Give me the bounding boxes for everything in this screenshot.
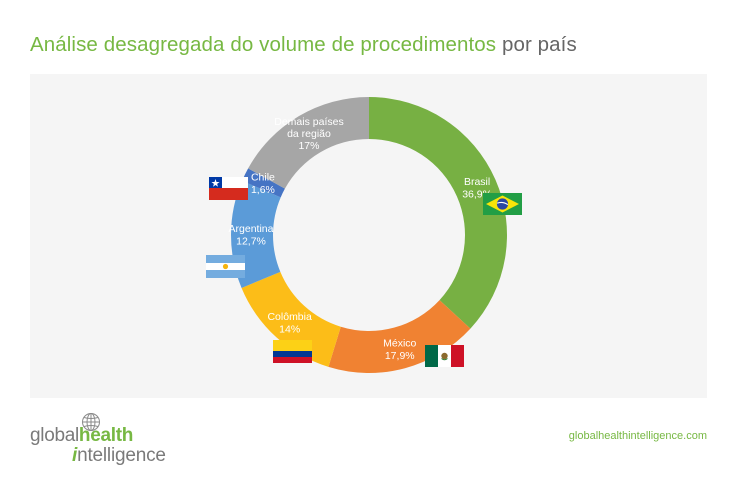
- logo-global: global: [30, 425, 79, 446]
- label-argentina: Argentina 12,7%: [229, 223, 274, 248]
- mexico-flag-icon: [425, 345, 464, 367]
- slice-brasil: [369, 97, 507, 329]
- slice-demais-paises-da-regiao: [248, 96, 369, 189]
- logo: globalhealth intelligence: [30, 412, 180, 467]
- slice-colombia: [241, 271, 341, 367]
- label-chile: Chile 1,6%: [251, 172, 275, 197]
- donut-slices: [231, 96, 507, 374]
- logo-line-1: globalhealth: [30, 425, 133, 447]
- footer-url[interactable]: globalhealthintelligence.com: [568, 430, 707, 442]
- slice-labels: Brasil 36,9%México 17,9%Colômbia 14%Argenti…: [229, 116, 492, 362]
- logo-line-2: intelligence: [72, 445, 166, 467]
- globe-icon: [82, 413, 100, 431]
- slice-chile: [242, 168, 285, 198]
- label-mexico: México 17,9%: [383, 337, 416, 362]
- argentina-flag-icon: [206, 255, 245, 278]
- label-demais-paises-da-regiao: Demais países da região 17%: [274, 116, 343, 152]
- chart-title: Análise desagregada do volume de procedi…: [30, 33, 577, 57]
- logo-intelligence: ntelligence: [77, 445, 166, 466]
- brazil-flag-icon: [483, 193, 522, 215]
- logo-health: health: [78, 425, 134, 446]
- label-colombia: Colômbia 14%: [267, 311, 312, 336]
- colombia-flag-icon: [273, 340, 312, 363]
- logo-i: i: [72, 445, 78, 466]
- chile-flag-icon: [209, 177, 248, 200]
- chart-title-highlight: Análise desagregada do volume de procedi…: [30, 33, 497, 56]
- chart-title-rest: por país: [501, 33, 577, 56]
